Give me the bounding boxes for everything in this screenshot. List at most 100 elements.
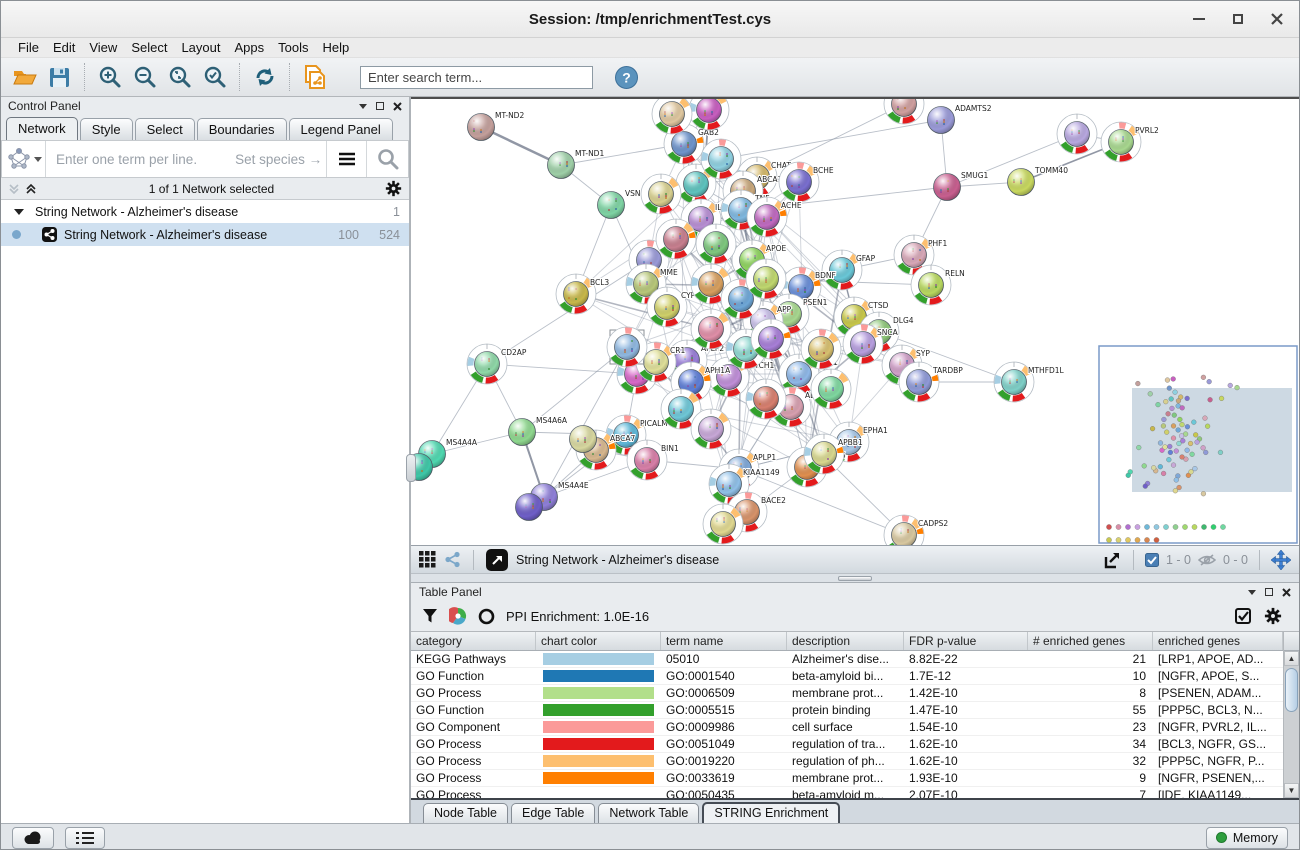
save-icon[interactable] (42, 61, 77, 94)
network-node[interactable] (690, 263, 732, 305)
network-node[interactable] (750, 318, 792, 360)
panel-float-icon[interactable] (1248, 589, 1256, 595)
column-header[interactable]: # enriched genes (1028, 632, 1153, 650)
scrollbar-thumb[interactable] (1285, 668, 1298, 712)
network-node[interactable]: BCL3 (555, 273, 610, 315)
panel-splitter-handle[interactable] (406, 454, 416, 482)
tab-string-enrichment[interactable]: STRING Enrichment (702, 802, 841, 823)
network-node[interactable] (702, 503, 744, 545)
task-history-button[interactable] (65, 826, 105, 849)
minimize-icon[interactable] (1193, 18, 1205, 20)
birdseye-view[interactable] (1098, 345, 1298, 544)
table-row[interactable]: KEGG Pathways 05010 Alzheimer's dise... 8.8… (411, 651, 1283, 668)
tab-boundaries[interactable]: Boundaries (196, 118, 287, 140)
menu-layout[interactable]: Layout (181, 40, 221, 55)
table-row[interactable]: GO Process GO:0006509 membrane prot... 1.42… (411, 685, 1283, 702)
network-row[interactable]: String Network - Alzheimer's disease 100… (1, 223, 409, 246)
panel-close-icon[interactable] (393, 101, 402, 111)
menu-select[interactable]: Select (131, 40, 168, 55)
menu-help[interactable]: Help (322, 40, 350, 55)
network-node[interactable]: MTHFD1L (993, 361, 1066, 403)
menu-view[interactable]: View (89, 40, 118, 55)
network-node[interactable] (640, 173, 682, 215)
network-node[interactable]: TARDBP (898, 361, 964, 403)
network-node[interactable] (651, 99, 693, 135)
column-header[interactable]: chart color (536, 632, 661, 650)
menu-apps[interactable]: Apps (234, 40, 265, 55)
zoom-in-icon[interactable] (92, 61, 127, 94)
filter-icon[interactable] (422, 608, 438, 624)
string-query-input[interactable]: Enter one term per line. Set species → (46, 141, 326, 177)
network-collection-row[interactable]: String Network - Alzheimer's disease 1 (1, 200, 409, 223)
string-logo-icon[interactable] (2, 141, 46, 177)
network-node[interactable] (690, 408, 732, 450)
network-node[interactable] (688, 99, 730, 131)
scroll-down-icon[interactable]: ▼ (1284, 783, 1299, 798)
panel-maximize-icon[interactable] (376, 102, 384, 110)
tree-expand-icon[interactable] (14, 208, 24, 215)
tab-style[interactable]: Style (79, 118, 133, 140)
column-header[interactable]: term name (661, 632, 787, 650)
scroll-up-icon[interactable]: ▲ (1284, 651, 1299, 666)
network-node[interactable]: PHF1 (893, 234, 948, 276)
network-node[interactable]: GFAP (821, 249, 877, 291)
network-node[interactable]: BIN1 (626, 439, 680, 481)
network-node[interactable] (720, 278, 762, 320)
panel-maximize-icon[interactable] (1265, 588, 1273, 596)
network-node[interactable] (810, 368, 852, 410)
memory-button[interactable]: Memory (1205, 826, 1288, 849)
gear-icon[interactable] (385, 180, 402, 197)
menu-edit[interactable]: Edit (52, 40, 76, 55)
network-node[interactable] (606, 326, 648, 368)
network-node[interactable]: SMUG1 (933, 170, 990, 201)
network-node[interactable] (745, 378, 787, 420)
network-node[interactable] (569, 425, 597, 453)
menu-tools[interactable]: Tools (278, 40, 309, 55)
panel-float-icon[interactable] (359, 103, 367, 109)
menu-file[interactable]: File (18, 40, 39, 55)
help-icon[interactable]: ? (609, 61, 644, 94)
clone-network-icon[interactable] (297, 61, 332, 94)
zoom-fit-icon[interactable] (162, 61, 197, 94)
panel-close-icon[interactable] (1282, 587, 1291, 597)
zoom-out-icon[interactable] (127, 61, 162, 94)
table-row[interactable]: GO Function GO:0005515 protein binding 1.47… (411, 702, 1283, 719)
selected-checkbox-icon[interactable] (1144, 552, 1159, 567)
network-node[interactable] (700, 138, 742, 180)
network-node[interactable]: APBB1 (803, 433, 864, 475)
refresh-icon[interactable] (247, 61, 282, 94)
network-node[interactable] (745, 258, 787, 300)
network-node[interactable] (690, 308, 732, 350)
network-node[interactable]: RELN (910, 264, 966, 306)
settings-gear-icon[interactable] (1264, 607, 1282, 625)
collapse-all-icon[interactable] (8, 183, 21, 195)
table-row[interactable]: GO Process GO:0033619 membrane prot... 1.93… (411, 770, 1283, 787)
network-node[interactable] (883, 99, 925, 125)
pie-chart-icon[interactable] (449, 607, 467, 625)
tab-node-table[interactable]: Node Table (423, 803, 509, 823)
network-node[interactable]: ACHE (746, 196, 803, 238)
network-node[interactable]: TOMM40 (1007, 165, 1069, 196)
export-network-icon[interactable] (1102, 550, 1122, 570)
network-node[interactable]: CR1 (635, 341, 686, 383)
network-node[interactable]: VSNL1 (597, 188, 651, 219)
network-node[interactable]: BCHE (778, 161, 835, 203)
column-header[interactable]: enriched genes (1153, 632, 1283, 650)
table-scrollbar[interactable]: ▲ ▼ (1283, 632, 1299, 798)
table-row[interactable]: GO Component GO:0009986 cell surface 1.54E-… (411, 719, 1283, 736)
maximize-icon[interactable] (1233, 14, 1243, 24)
network-node[interactable]: CD2AP (466, 343, 528, 385)
open-in-view-icon[interactable] (486, 548, 508, 571)
network-node[interactable] (411, 453, 433, 481)
network-node[interactable] (655, 218, 697, 260)
open-folder-icon[interactable] (7, 61, 42, 94)
network-node[interactable]: MS4A6A (508, 415, 569, 446)
network-node[interactable] (515, 493, 543, 521)
tab-select[interactable]: Select (134, 118, 195, 140)
network-node[interactable] (800, 328, 842, 370)
network-node[interactable]: PVRL2 (1100, 121, 1160, 163)
network-node[interactable]: MT-ND2 (467, 110, 525, 141)
column-header[interactable]: category (411, 632, 536, 650)
table-row[interactable]: GO Process GO:0050435 beta-amyloid m... 2.0… (411, 787, 1283, 798)
table-row[interactable]: GO Process GO:0019220 regulation of ph... 1… (411, 753, 1283, 770)
